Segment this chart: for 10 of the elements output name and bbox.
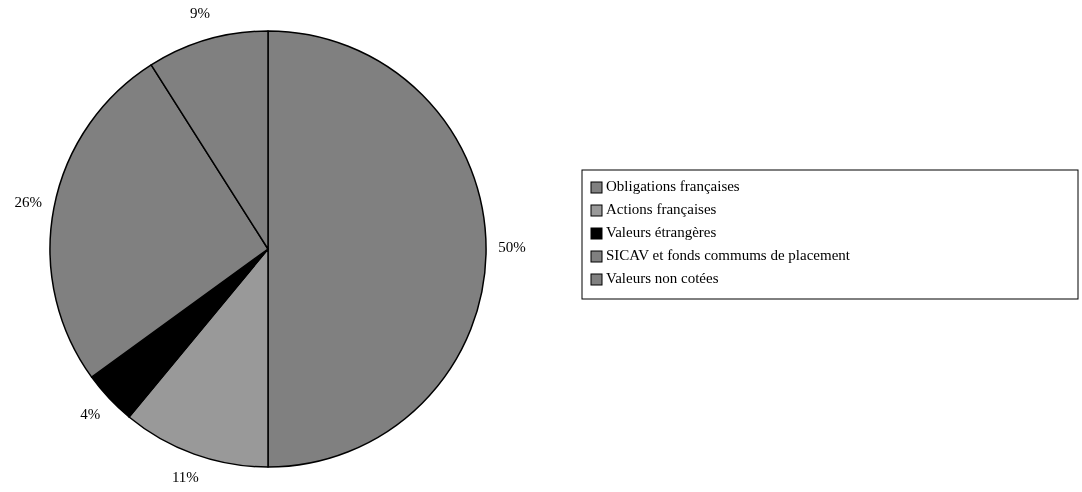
legend-label: Valeurs étrangères (606, 224, 717, 241)
legend-label: Actions françaises (606, 201, 717, 218)
data-label: 9% (189, 5, 210, 22)
data-label: 4% (80, 406, 101, 423)
data-label: 50% (498, 239, 526, 256)
legend-label: SICAV et fonds commums de placement (606, 247, 851, 264)
data-label: 11% (171, 469, 199, 486)
data-label: 26% (14, 193, 43, 210)
legend-label: Obligations françaises (606, 178, 740, 195)
legend-label: Valeurs non cotées (606, 270, 719, 287)
